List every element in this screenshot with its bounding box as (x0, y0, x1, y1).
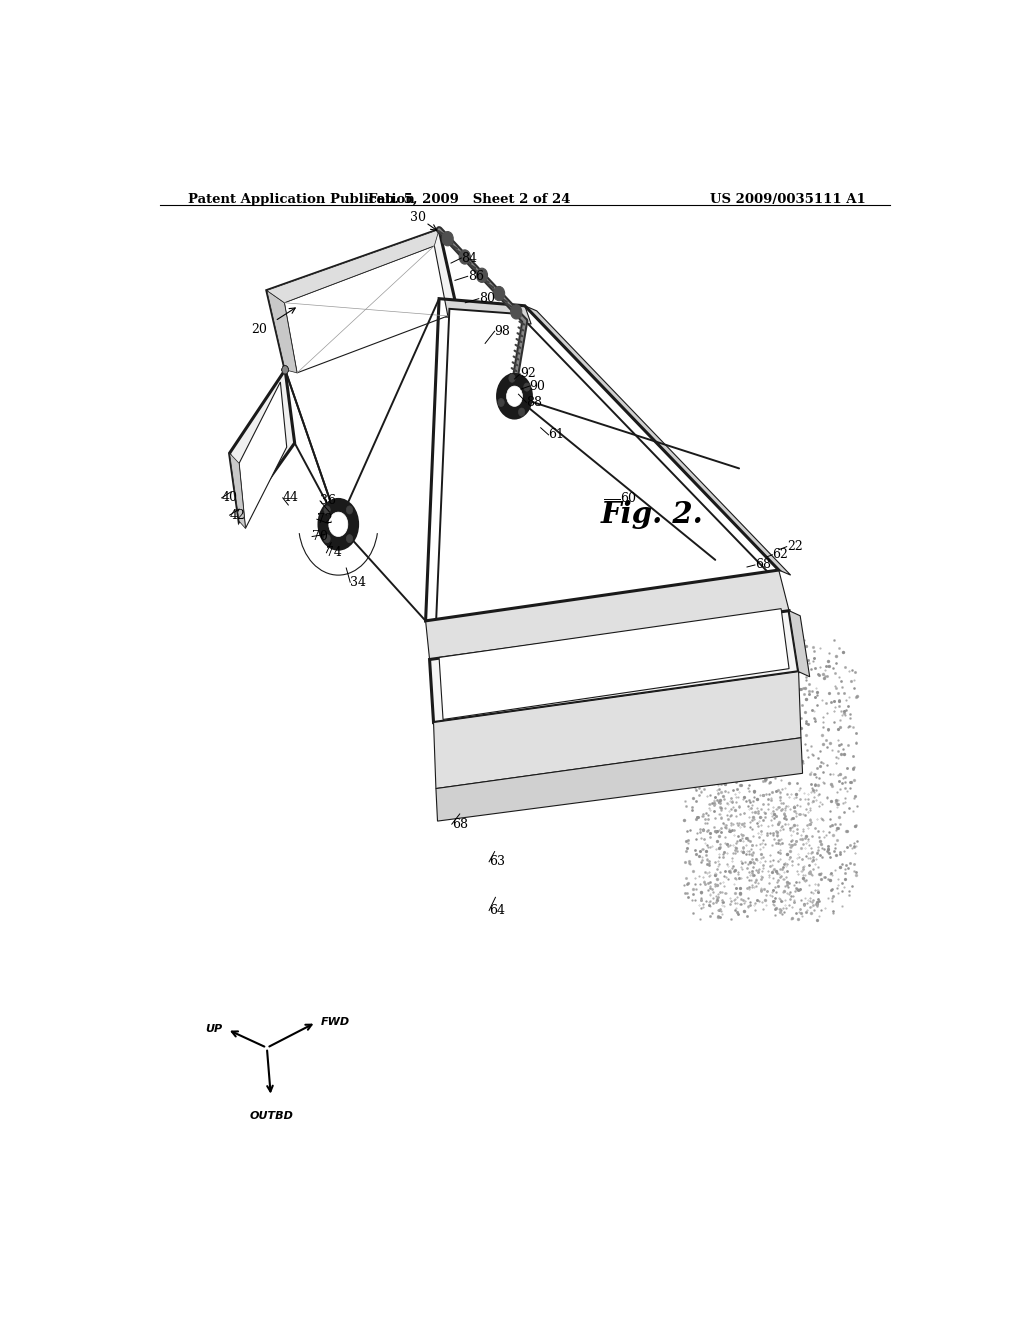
Polygon shape (524, 306, 791, 576)
Polygon shape (426, 570, 790, 660)
Text: 72: 72 (316, 512, 333, 525)
Circle shape (282, 366, 289, 374)
Text: 88: 88 (526, 396, 543, 409)
Polygon shape (267, 230, 458, 370)
Text: 92: 92 (520, 367, 536, 380)
Circle shape (459, 249, 470, 264)
Circle shape (497, 374, 531, 418)
Text: 44: 44 (283, 491, 299, 504)
Text: 34: 34 (350, 576, 367, 589)
Text: 63: 63 (489, 855, 505, 869)
Circle shape (282, 366, 289, 374)
Text: 61: 61 (549, 429, 564, 441)
Circle shape (476, 268, 487, 282)
Text: 60: 60 (620, 492, 636, 506)
Text: 42: 42 (229, 508, 246, 521)
Text: 86: 86 (468, 269, 483, 282)
Polygon shape (240, 381, 287, 528)
Circle shape (509, 374, 515, 383)
Text: 22: 22 (786, 540, 803, 553)
Polygon shape (229, 370, 295, 521)
Circle shape (324, 506, 331, 513)
Circle shape (523, 383, 530, 391)
Text: 64: 64 (489, 904, 505, 917)
Text: 70: 70 (312, 531, 328, 543)
Polygon shape (790, 611, 810, 677)
Circle shape (282, 366, 289, 374)
Circle shape (318, 499, 358, 549)
Text: Patent Application Publication: Patent Application Publication (187, 193, 415, 206)
Text: OUTBD: OUTBD (250, 1110, 294, 1121)
Circle shape (346, 506, 352, 513)
Polygon shape (439, 298, 531, 325)
Text: Feb. 5, 2009   Sheet 2 of 24: Feb. 5, 2009 Sheet 2 of 24 (368, 193, 570, 206)
Polygon shape (439, 609, 790, 719)
Text: 74: 74 (327, 546, 342, 560)
Text: US 2009/0035111 A1: US 2009/0035111 A1 (711, 193, 866, 206)
Text: 80: 80 (479, 292, 495, 305)
Polygon shape (430, 611, 799, 722)
Text: 98: 98 (495, 325, 511, 338)
Circle shape (511, 305, 522, 319)
Polygon shape (433, 672, 801, 788)
Circle shape (346, 535, 352, 543)
Text: 62: 62 (772, 548, 788, 561)
Circle shape (507, 385, 522, 407)
Circle shape (282, 366, 289, 374)
Circle shape (329, 512, 348, 536)
Text: UP: UP (206, 1024, 222, 1035)
Polygon shape (285, 246, 447, 372)
Circle shape (498, 399, 504, 407)
Text: FWD: FWD (321, 1018, 350, 1027)
Polygon shape (436, 309, 771, 626)
Circle shape (324, 535, 331, 543)
Text: 36: 36 (321, 495, 336, 507)
Polygon shape (229, 453, 246, 528)
Circle shape (494, 286, 505, 301)
Circle shape (282, 366, 289, 374)
Polygon shape (267, 230, 439, 302)
Text: 68: 68 (452, 817, 468, 830)
Polygon shape (267, 290, 297, 372)
Text: 20: 20 (251, 322, 267, 335)
Text: 84: 84 (461, 252, 477, 264)
Text: 30: 30 (410, 211, 426, 224)
Circle shape (518, 408, 525, 416)
Polygon shape (436, 738, 803, 821)
Circle shape (442, 231, 454, 246)
Text: 40: 40 (221, 491, 238, 504)
Circle shape (282, 366, 289, 374)
Text: Fig. 2.: Fig. 2. (600, 500, 702, 528)
Text: 68: 68 (755, 558, 771, 572)
Text: 90: 90 (529, 380, 546, 392)
